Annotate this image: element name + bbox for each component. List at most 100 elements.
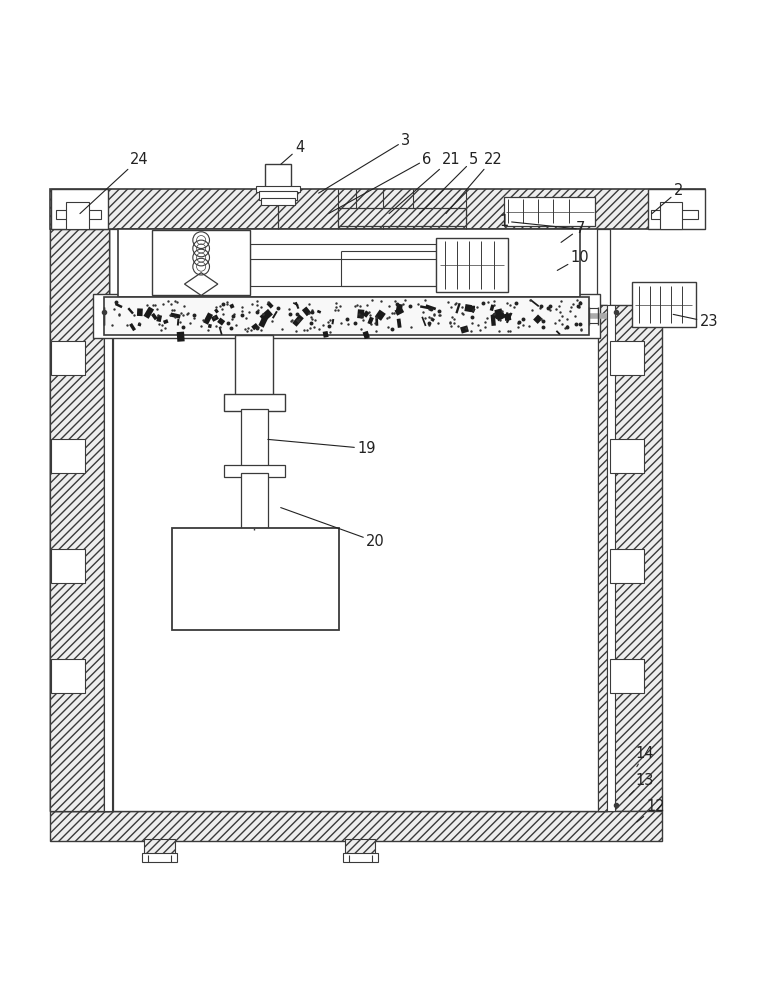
Point bbox=[208, 309, 221, 325]
Point bbox=[300, 322, 313, 338]
Bar bbox=[425, 304, 436, 310]
Point bbox=[565, 303, 577, 319]
Point bbox=[574, 316, 586, 332]
Bar bbox=[375, 318, 378, 326]
Point bbox=[221, 296, 234, 312]
Point bbox=[389, 293, 401, 309]
Bar bbox=[235, 335, 273, 395]
Point bbox=[108, 301, 120, 317]
Point bbox=[329, 302, 342, 318]
Point bbox=[419, 292, 431, 308]
Point bbox=[305, 309, 317, 325]
Point bbox=[266, 313, 278, 329]
Point bbox=[386, 321, 398, 337]
Bar bbox=[368, 317, 374, 325]
Bar bbox=[394, 307, 404, 316]
Text: 7: 7 bbox=[561, 221, 584, 242]
Bar bbox=[241, 473, 268, 530]
Point bbox=[428, 306, 440, 322]
Point bbox=[240, 310, 252, 326]
Point bbox=[239, 321, 251, 337]
Bar bbox=[345, 839, 375, 855]
Bar bbox=[598, 305, 607, 811]
Point bbox=[188, 310, 201, 326]
Bar bbox=[137, 308, 142, 316]
Point bbox=[542, 300, 555, 316]
Bar bbox=[469, 307, 476, 313]
Point bbox=[433, 303, 445, 319]
Bar bbox=[362, 310, 370, 318]
Bar bbox=[93, 294, 601, 338]
Bar bbox=[490, 315, 496, 326]
Point bbox=[323, 312, 336, 328]
Bar bbox=[631, 282, 696, 327]
Point bbox=[324, 324, 336, 340]
Point bbox=[306, 311, 318, 327]
Bar bbox=[50, 305, 104, 811]
Bar bbox=[343, 853, 378, 862]
Bar bbox=[104, 305, 113, 811]
Text: 22: 22 bbox=[446, 152, 502, 214]
Bar bbox=[217, 318, 225, 326]
Point bbox=[322, 314, 334, 330]
Point bbox=[316, 317, 329, 333]
Point bbox=[175, 305, 187, 321]
Point bbox=[254, 299, 267, 315]
Point bbox=[472, 317, 484, 333]
Bar bbox=[504, 197, 595, 226]
Point bbox=[228, 308, 240, 324]
Bar bbox=[144, 839, 175, 855]
Point bbox=[565, 299, 578, 315]
Bar bbox=[56, 210, 101, 219]
Point bbox=[313, 321, 325, 337]
Bar bbox=[104, 305, 607, 811]
Bar bbox=[127, 307, 134, 314]
Point bbox=[149, 297, 162, 313]
Point bbox=[303, 320, 316, 336]
Point bbox=[330, 295, 342, 311]
Point bbox=[470, 299, 483, 315]
Point bbox=[405, 319, 417, 335]
Bar bbox=[338, 208, 466, 226]
Bar bbox=[156, 315, 162, 322]
Point bbox=[355, 321, 368, 337]
Point bbox=[322, 318, 335, 334]
Point bbox=[537, 313, 549, 329]
Point bbox=[357, 312, 369, 328]
Bar bbox=[259, 191, 297, 200]
Point bbox=[246, 296, 258, 312]
Point bbox=[482, 294, 494, 310]
Bar bbox=[611, 439, 644, 473]
Bar bbox=[203, 312, 213, 325]
Bar bbox=[218, 327, 223, 335]
Text: 3: 3 bbox=[319, 133, 411, 193]
Point bbox=[447, 315, 460, 331]
Point bbox=[446, 309, 458, 325]
Point bbox=[452, 318, 464, 334]
Point bbox=[404, 298, 417, 314]
Point bbox=[558, 320, 571, 336]
Point bbox=[245, 322, 257, 338]
Point bbox=[332, 302, 345, 318]
Bar bbox=[267, 301, 273, 309]
Text: 21: 21 bbox=[389, 152, 460, 214]
Point bbox=[151, 301, 163, 317]
Text: 23: 23 bbox=[673, 314, 718, 329]
Bar bbox=[556, 330, 561, 335]
Bar bbox=[137, 323, 142, 327]
Point bbox=[226, 311, 238, 327]
Point bbox=[369, 315, 381, 331]
Bar bbox=[51, 439, 85, 473]
Point bbox=[349, 315, 361, 331]
Point bbox=[502, 323, 514, 339]
Point bbox=[385, 305, 398, 321]
Bar bbox=[611, 549, 644, 583]
Bar bbox=[50, 189, 705, 229]
Bar bbox=[611, 659, 644, 693]
Point bbox=[292, 313, 304, 329]
Bar bbox=[163, 319, 169, 324]
Bar bbox=[295, 302, 300, 309]
Point bbox=[251, 293, 264, 309]
Point bbox=[181, 306, 193, 322]
Point bbox=[306, 304, 318, 320]
